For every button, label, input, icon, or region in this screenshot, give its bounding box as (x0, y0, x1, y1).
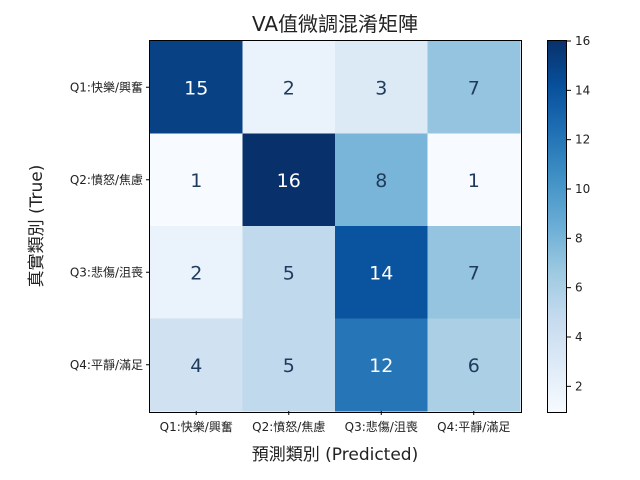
heatmap-cell-r0-c1 (242, 41, 336, 134)
y-tick-label: Q3:悲傷/沮喪 (70, 264, 143, 279)
colorbar-tick-label: 2 (575, 379, 583, 393)
cell-value-r3-c0: 4 (190, 355, 202, 377)
heatmap-cell-labels: 15 2 3 71 16 8 12 5 14 74 5 12 6 (184, 77, 480, 377)
heatmap-cell-r1-c3 (427, 133, 521, 227)
cell-value-r2-c1: 5 (283, 262, 295, 284)
heatmap-cell-r3-c3 (427, 318, 521, 412)
x-tick-label: Q3:悲傷/沮喪 (345, 419, 418, 434)
colorbar-tick-label: 10 (575, 182, 590, 196)
heatmap-cell-r2-c2 (335, 226, 428, 319)
heatmap-cell-r3-c2 (335, 318, 428, 412)
cell-value-r2-c0: 2 (190, 262, 202, 284)
cell-value-r3-c2: 12 (369, 355, 393, 377)
heatmap-cell-r2-c1 (242, 226, 336, 319)
cell-value-r3-c3: 6 (468, 355, 480, 377)
x-axis-label: 預測類別 (Predicted) (252, 445, 418, 465)
x-axis-ticks: Q1:快樂/興奮 Q2:憤怒/焦慮 Q3:悲傷/沮喪 Q4:平靜/滿足 (160, 411, 510, 434)
x-tick-label: Q2:憤怒/焦慮 (252, 419, 325, 434)
cell-value-r1-c3: 1 (468, 170, 480, 192)
cell-value-r3-c1: 5 (283, 355, 295, 377)
heatmap-frame (149, 40, 522, 413)
y-tick-label: Q2:憤怒/焦慮 (70, 172, 143, 187)
heatmap-cell-r3-c0 (150, 318, 243, 412)
heatmap-cell-r2-c3 (427, 226, 521, 319)
heatmap-cell-r1-c0 (150, 133, 243, 227)
heatmap-cells (150, 41, 521, 412)
cell-value-r1-c1: 16 (277, 170, 301, 192)
heatmap-cell-r0-c3 (427, 41, 521, 134)
cell-value-r0-c3: 7 (468, 77, 480, 99)
y-axis-label: 真實類別 (True) (27, 165, 47, 288)
chart-title: VA值微調混淆矩陣 (252, 12, 418, 36)
cell-value-r0-c1: 2 (283, 77, 295, 99)
cell-value-r1-c0: 1 (190, 170, 202, 192)
y-tick-label: Q4:平靜/滿足 (70, 358, 143, 372)
cell-value-r2-c2: 14 (369, 262, 393, 284)
cell-value-r0-c0: 15 (184, 77, 208, 99)
heatmap-cell-r0-c2 (335, 41, 428, 134)
colorbar-tick-label: 6 (575, 281, 583, 295)
heatmap-cell-r2-c0 (150, 226, 243, 319)
cell-value-r0-c2: 3 (375, 77, 387, 99)
y-tick-label: Q1:快樂/興奮 (70, 79, 143, 94)
cell-value-r1-c2: 8 (375, 170, 387, 192)
heatmap-cell-r1-c2 (335, 133, 428, 227)
colorbar-tick-label: 16 (575, 34, 590, 48)
colorbar-tick-label: 12 (575, 133, 590, 147)
heatmap-cell-r1-c1 (242, 133, 336, 227)
x-tick-label: Q4:平靜/滿足 (437, 420, 510, 434)
colorbar-tick-label: 8 (575, 231, 583, 245)
cell-value-r2-c3: 7 (468, 262, 480, 284)
x-tick-label: Q1:快樂/興奮 (160, 419, 233, 434)
colorbar (547, 40, 567, 413)
colorbar-tick-label: 14 (575, 83, 590, 97)
heatmap-cell-r0-c0 (150, 41, 243, 134)
y-axis-ticks: Q1:快樂/興奮 Q2:憤怒/焦慮 Q3:悲傷/沮喪 Q4:平靜/滿足 (70, 79, 150, 372)
colorbar-tick-label: 4 (575, 330, 583, 344)
heatmap-cell-r3-c1 (242, 318, 336, 412)
colorbar-ticks: 2 4 6 8 10 12 14 16 (567, 34, 590, 393)
